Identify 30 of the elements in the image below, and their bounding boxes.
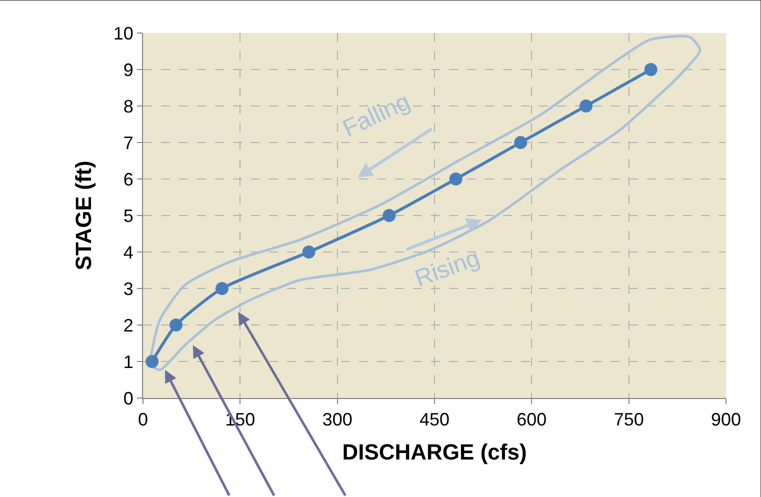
point: [644, 63, 658, 76]
point: [514, 136, 528, 149]
point: [449, 172, 462, 186]
x-axis-title: DISCHARGE (cfs): [342, 440, 527, 464]
y-tick-label: 1: [123, 352, 134, 372]
x-tick-label: 600: [516, 410, 547, 430]
annotation: Falling: [338, 88, 414, 143]
y-tick-label: 7: [123, 132, 134, 153]
x-tick-label: 750: [614, 410, 644, 430]
point: [146, 355, 159, 368]
x-tick-label: 0: [138, 410, 148, 430]
y-tick-label: 10: [113, 23, 134, 44]
y-axis-title: STAGE (ft): [71, 160, 96, 270]
y-tick-label: 8: [123, 96, 134, 116]
y-tick-label: 2: [123, 315, 134, 336]
y-tick-label: 4: [123, 242, 134, 262]
y-tick-label: 6: [123, 169, 134, 190]
point: [580, 100, 593, 112]
y-tick-label: 0: [123, 388, 134, 408]
x-tick-label: 450: [419, 410, 450, 430]
point: [170, 318, 183, 332]
point: [302, 246, 316, 258]
x-tick-label: 300: [322, 410, 352, 430]
point: [382, 209, 396, 222]
annotation: Rising: [411, 244, 484, 293]
y-tick-label: 9: [123, 60, 134, 80]
y-tick-label: 3: [123, 278, 134, 299]
y-tick-label: 5: [123, 206, 134, 226]
x-tick-label: 900: [710, 410, 742, 430]
point: [216, 282, 229, 295]
